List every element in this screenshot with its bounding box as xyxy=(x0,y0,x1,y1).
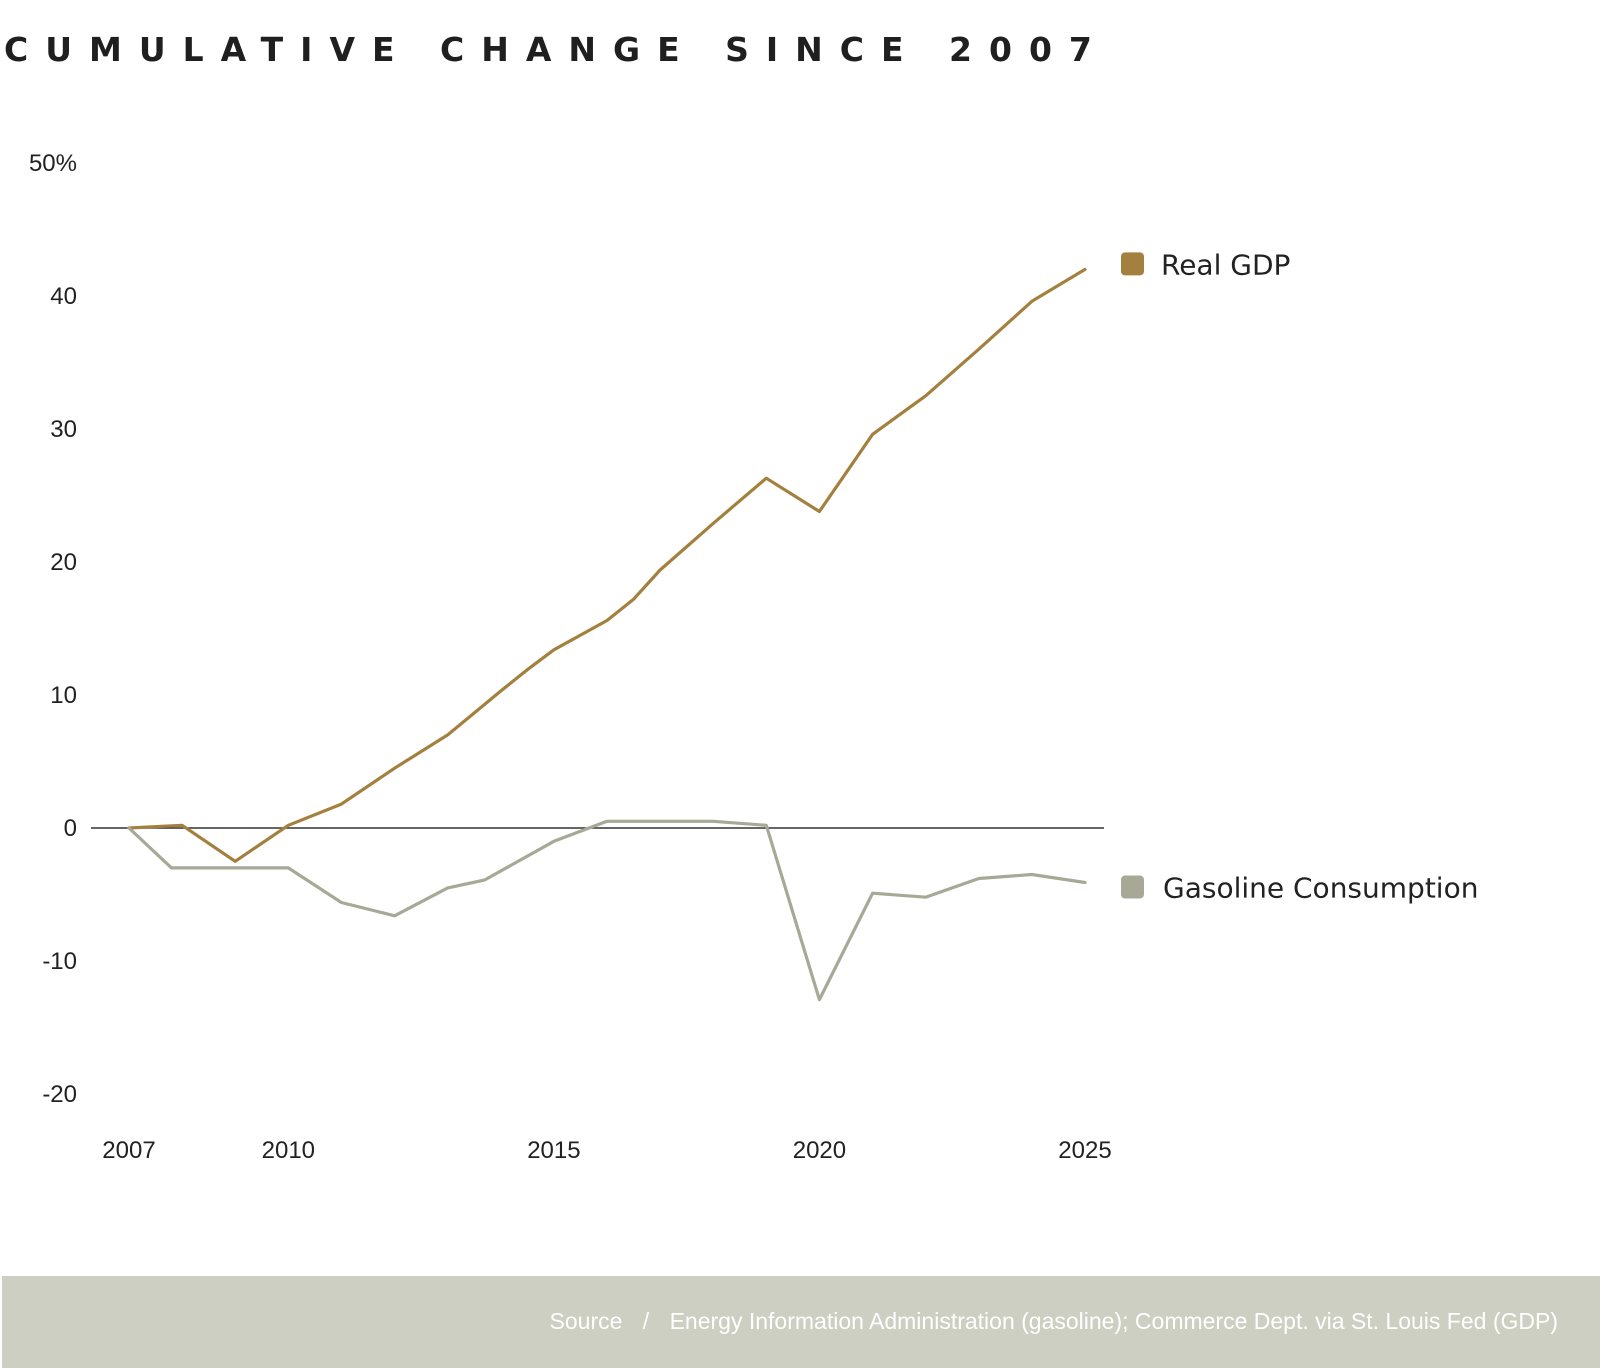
legend-label-real-gdp: Real GDP xyxy=(1161,248,1290,281)
y-tick-label: -10 xyxy=(42,948,77,975)
chart-title: CUMULATIVE CHANGE SINCE 2007 xyxy=(4,30,1109,69)
x-tick-label: 2025 xyxy=(1058,1137,1111,1164)
source-credit: Source / Energy Information Administrati… xyxy=(550,1308,1558,1335)
source-label: Source xyxy=(549,1308,623,1334)
x-tick-label: 2015 xyxy=(527,1137,580,1164)
series-line-gasoline-consumption xyxy=(127,819,1087,1002)
legend-swatch-real-gdp xyxy=(1121,252,1144,276)
series-layer xyxy=(127,267,1087,1002)
y-axis: 50% 40 30 20 10 0 -10 -20 xyxy=(29,150,77,1108)
y-tick-label: 40 xyxy=(50,283,77,310)
y-tick-label: 20 xyxy=(50,549,77,576)
source-text: Energy Information Administration (gasol… xyxy=(669,1308,1558,1334)
y-tick-label: 30 xyxy=(50,416,77,443)
source-separator: / xyxy=(642,1308,650,1334)
y-tick-label: -20 xyxy=(42,1081,77,1108)
y-tick-label: 0 xyxy=(64,815,77,842)
x-axis: 2007 2010 2015 2020 2025 xyxy=(102,1137,1111,1164)
legend-label-gasoline-consumption: Gasoline Consumption xyxy=(1163,872,1478,905)
x-tick-label: 2007 xyxy=(102,1137,155,1164)
y-tick-label: 10 xyxy=(50,682,77,709)
legend-swatch-gasoline-consumption xyxy=(1121,875,1144,899)
legend: Real GDP Gasoline Consumption xyxy=(1121,248,1478,905)
x-tick-label: 2020 xyxy=(793,1137,846,1164)
y-tick-label: 50% xyxy=(29,150,77,177)
x-tick-label: 2010 xyxy=(262,1137,315,1164)
series-line-real-gdp xyxy=(127,267,1087,863)
source-bar: Source / Energy Information Administrati… xyxy=(2,1276,1600,1368)
